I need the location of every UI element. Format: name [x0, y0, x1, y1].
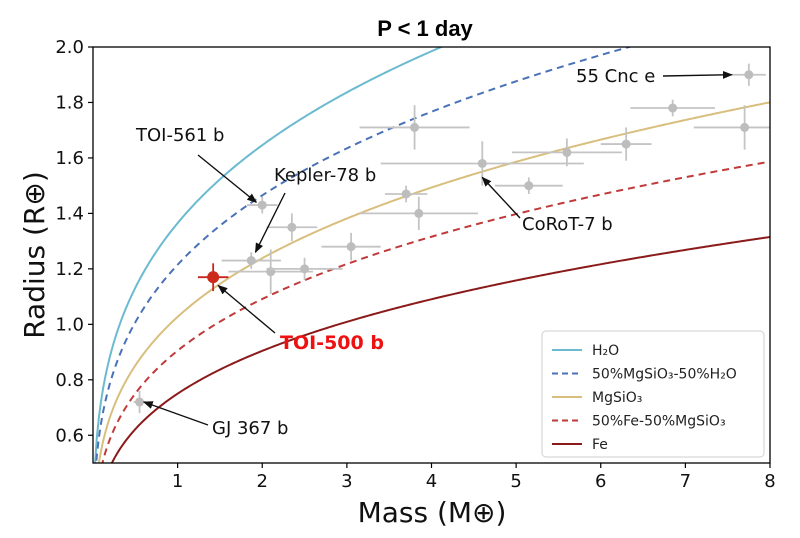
y-tick-label: 1.6	[55, 148, 84, 169]
annotation-arrow	[481, 176, 521, 219]
point-marker	[477, 158, 487, 168]
y-tick-label: 1.2	[55, 259, 84, 280]
annotation: CoRoT-7 b	[481, 176, 613, 235]
annotation-label: 55 Cnc e	[576, 66, 655, 87]
point-marker	[346, 242, 356, 252]
annotation-arrow	[197, 154, 258, 203]
annotation-arrow	[254, 192, 286, 254]
annotation: 55 Cnc e	[576, 66, 733, 87]
data-point	[630, 99, 715, 117]
data-point	[247, 196, 278, 214]
legend-items: H₂O 50%MgSiO₃-50%H₂O MgSiO₃ 50%Fe-50%MgSiO₃…	[552, 343, 737, 453]
data-point	[266, 257, 343, 280]
annotation: TOI-561 b	[135, 125, 258, 203]
model-curve-4	[110, 236, 770, 463]
model-curve-3	[101, 160, 770, 463]
x-tick-label: 5	[510, 471, 521, 492]
data-point	[600, 127, 652, 161]
point-marker	[207, 271, 220, 284]
point-marker	[740, 122, 750, 132]
model-curve-0	[94, 47, 444, 463]
annotation-label: TOI-500 b	[280, 332, 384, 354]
point-marker	[287, 222, 297, 232]
model-curves	[94, 47, 770, 463]
legend-label: 50%Fe-50%MgSiO₃	[592, 414, 726, 430]
data-point	[693, 105, 770, 150]
data-point	[221, 252, 281, 269]
y-tick-label: 1.0	[55, 314, 84, 335]
legend-box	[541, 330, 765, 458]
point-marker	[744, 70, 754, 80]
y-tick-label: 2.0	[55, 37, 84, 58]
data-point	[380, 141, 584, 186]
model-curve-1	[95, 47, 633, 463]
x-tick-label: 8	[764, 471, 775, 492]
x-axis-ticks: 1 2 3 4 5 6 7 8	[172, 463, 776, 492]
point-marker	[562, 147, 572, 157]
annotation-arrow	[142, 401, 209, 426]
point-marker	[414, 208, 424, 218]
data-point	[321, 232, 381, 261]
point-marker	[257, 200, 267, 210]
y-tick-label: 0.8	[55, 370, 84, 391]
data-point	[133, 390, 146, 414]
point-marker	[300, 264, 310, 274]
model-curve-2	[97, 101, 770, 463]
annotation: TOI-500 b	[217, 284, 384, 354]
annotation-arrow	[217, 284, 276, 334]
x-tick-label: 6	[595, 471, 606, 492]
legend: H₂O 50%MgSiO₃-50%H₂O MgSiO₃ 50%Fe-50%MgSiO₃…	[541, 330, 765, 458]
annotation: GJ 367 b	[142, 401, 288, 439]
legend-item: 50%MgSiO₃-50%H₂O	[552, 367, 737, 383]
y-axis-ticks: 0.6 0.8 1.0 1.2 1.4 1.6 1.8 2.0	[55, 37, 93, 446]
annotation-label: TOI-561 b	[135, 125, 224, 146]
x-tick-label: 2	[257, 471, 268, 492]
annotation-arrow	[662, 70, 733, 79]
data-point	[494, 177, 563, 194]
legend-item: MgSiO₃	[552, 390, 642, 406]
y-axis-label: Radius (R⊕)	[18, 171, 51, 339]
point-marker	[401, 189, 411, 199]
point-marker	[668, 103, 678, 113]
chart-title: P < 1 day	[377, 16, 473, 41]
annotation-label: GJ 367 b	[212, 418, 288, 439]
x-tick-label: 4	[426, 471, 437, 492]
data-point	[731, 63, 766, 86]
data-point	[228, 249, 314, 294]
annotation: Kepler-78 b	[254, 165, 376, 254]
annotation-label: CoRoT-7 b	[522, 214, 613, 235]
legend-label: Fe	[592, 437, 608, 453]
x-tick-label: 3	[341, 471, 352, 492]
y-tick-label: 0.6	[55, 425, 84, 446]
legend-label: MgSiO₃	[592, 390, 642, 406]
legend-item: 50%Fe-50%MgSiO₃	[552, 414, 726, 430]
data-point	[384, 185, 428, 203]
data-point	[266, 213, 318, 242]
highlight-point	[197, 263, 229, 292]
point-marker	[135, 397, 145, 407]
point-marker	[246, 256, 256, 266]
point-marker	[524, 181, 534, 191]
y-tick-label: 1.8	[55, 92, 84, 113]
data-point	[359, 105, 470, 150]
legend-item: H₂O	[552, 343, 619, 359]
x-tick-label: 7	[680, 471, 691, 492]
annotation-label: Kepler-78 b	[274, 165, 376, 186]
data-points	[133, 63, 770, 414]
legend-item: Fe	[552, 437, 608, 453]
data-point	[511, 138, 622, 167]
point-marker	[410, 122, 420, 132]
legend-label: H₂O	[592, 343, 619, 359]
data-point	[359, 196, 479, 231]
point-marker	[621, 139, 631, 149]
y-tick-label: 1.4	[55, 203, 84, 224]
planet-annotations: 55 Cnc e TOI-561 b Kepler-78 b CoRoT-7 b TOI…	[135, 66, 733, 439]
x-tick-label: 1	[172, 471, 183, 492]
x-axis-label: Mass (M⊕)	[358, 496, 507, 529]
legend-label: 50%MgSiO₃-50%H₂O	[592, 367, 737, 383]
